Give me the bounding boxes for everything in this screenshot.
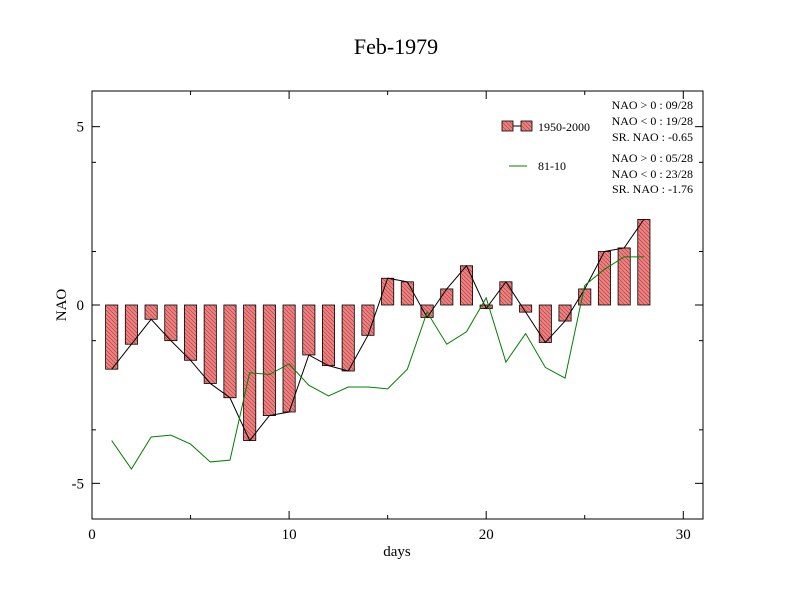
bar-series-1950-2000 (105, 218, 651, 441)
legend-stat-81-10-neg: NAO < 0 : 23/28 (612, 167, 693, 181)
bar-day-5 (184, 304, 198, 361)
legend-stat-81-10-pos: NAO > 0 : 05/28 (612, 151, 693, 165)
x-tick-label: 20 (479, 527, 494, 543)
legend-stat-1950-2000-pos: NAO > 0 : 09/28 (612, 98, 693, 112)
legend-label-81-10: 81-10 (538, 159, 566, 173)
bar-day-13 (341, 304, 355, 372)
bar-day-3 (144, 304, 158, 320)
bar-day-21 (499, 281, 513, 306)
legend-swatch-1950-2000-left (501, 120, 514, 132)
chart-title: Feb-1979 (354, 34, 438, 59)
y-tick-label: 0 (77, 298, 85, 314)
bar-day-23 (538, 304, 552, 343)
bar-day-16 (400, 281, 414, 306)
line-81-10 (111, 256, 644, 470)
bar-day-1 (105, 304, 119, 370)
bar-day-6 (203, 304, 217, 384)
x-tick-label: 10 (282, 527, 297, 543)
bar-day-18 (440, 288, 454, 306)
line-series-group (111, 219, 645, 470)
legend-stat-1950-2000-sr: SR. NAO : -0.65 (612, 130, 693, 144)
bar-day-28 (637, 218, 651, 306)
bar-day-12 (322, 304, 336, 367)
bar-day-9 (262, 304, 276, 416)
line-1950-2000 (111, 219, 645, 442)
bar-day-11 (302, 304, 316, 356)
bar-day-14 (361, 304, 375, 336)
bar-day-24 (558, 304, 572, 322)
x-axis-ticks: 0 10 20 30 (88, 91, 691, 543)
x-tick-label: 0 (88, 527, 96, 543)
legend-label-1950-2000: 1950-2000 (538, 120, 590, 134)
y-axis-label: NAO (54, 289, 70, 322)
bar-day-25 (578, 288, 592, 306)
legend-swatch-1950-2000-right (520, 120, 533, 132)
y-axis-ticks: -5 0 5 (72, 120, 703, 520)
legend-stat-1950-2000-neg: NAO < 0 : 19/28 (612, 114, 693, 128)
bar-day-19 (459, 265, 473, 306)
x-tick-label: 30 (676, 527, 691, 543)
legend: 1950-2000 NAO > 0 : 09/28 NAO < 0 : 19/2… (501, 98, 693, 196)
y-tick-label: -5 (72, 476, 85, 492)
y-tick-label: 5 (77, 120, 85, 136)
bar-day-7 (223, 304, 237, 399)
legend-stat-81-10-sr: SR. NAO : -1.76 (612, 182, 693, 196)
bar-day-10 (282, 304, 296, 413)
x-axis-label: days (383, 544, 411, 560)
